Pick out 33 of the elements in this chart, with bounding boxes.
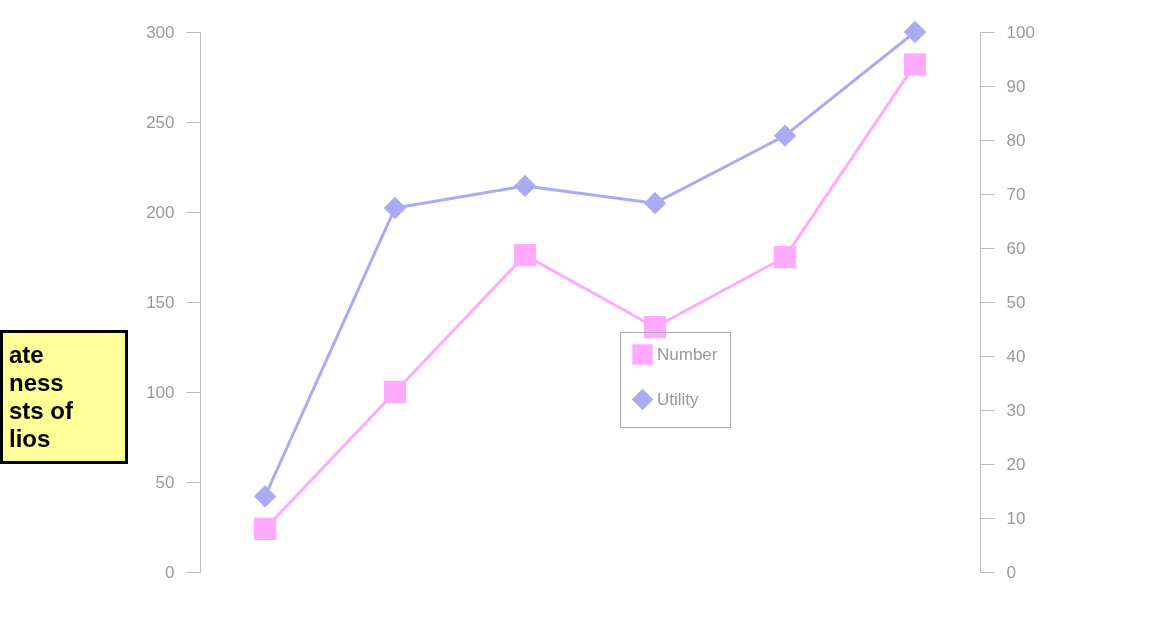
y-tick-label: 150 <box>146 292 175 312</box>
text: ate ness sts of lios <box>0 330 128 464</box>
y2-tick-label: 100 <box>1006 22 1035 42</box>
point <box>383 380 407 404</box>
point <box>513 174 537 198</box>
point <box>773 124 797 147</box>
point <box>253 485 277 508</box>
y2-tick-label: 90 <box>1006 76 1026 96</box>
point <box>513 244 537 267</box>
y2-tick-label: 0 <box>1006 562 1016 582</box>
y2-tick-label: 50 <box>1006 292 1026 312</box>
y2-tick-label: 60 <box>1006 238 1026 258</box>
y2-tick-label: 30 <box>1006 400 1026 420</box>
point <box>903 20 927 44</box>
point <box>643 192 667 215</box>
y2-tick-label: 80 <box>1006 130 1026 150</box>
point <box>773 245 797 269</box>
y-tick-label: 0 <box>165 562 175 582</box>
y2-tick-label: 20 <box>1006 454 1026 474</box>
y2-tick-label: 70 <box>1006 184 1026 204</box>
y-tick-label: 250 <box>146 112 175 132</box>
y-tick-label: 100 <box>146 382 175 402</box>
point <box>643 316 667 339</box>
y-tick-label: 200 <box>146 202 175 222</box>
point <box>903 53 927 76</box>
y2-tick-label: 40 <box>1006 346 1026 366</box>
legend-label: Number <box>657 344 718 364</box>
y-tick-label: 50 <box>155 472 175 492</box>
y2-tick-label: 10 <box>1006 508 1026 528</box>
legend-label: Utility <box>657 389 700 409</box>
point <box>253 517 277 540</box>
y-tick-label: 300 <box>146 22 175 42</box>
point <box>383 196 407 220</box>
